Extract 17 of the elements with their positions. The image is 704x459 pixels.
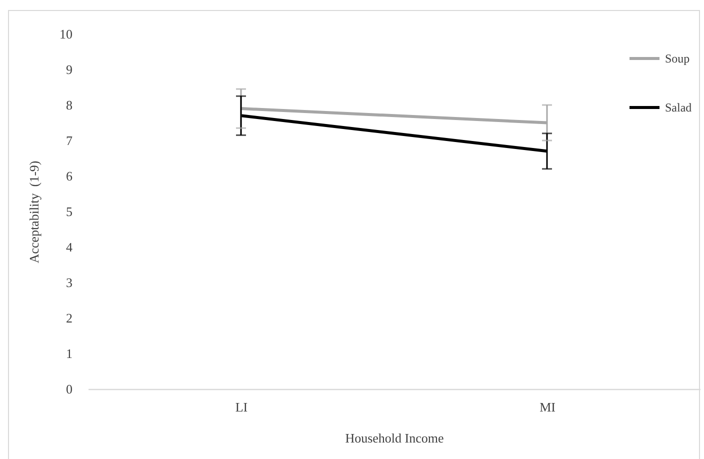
- x-tick-label: LI: [235, 400, 248, 414]
- y-tick-label: 4: [66, 240, 73, 254]
- y-tick-label: 3: [66, 275, 72, 290]
- y-tick-label: 1: [66, 346, 72, 361]
- y-tick-label: 0: [66, 382, 72, 396]
- legend-label: Salad: [665, 100, 692, 114]
- y-tick-label: 10: [60, 26, 72, 42]
- y-tick-label: 9: [66, 62, 72, 77]
- y-tick-label: 5: [66, 204, 72, 219]
- x-axis-title: Household Income: [345, 430, 444, 446]
- y-tick-label: 2: [66, 310, 72, 326]
- y-tick-label: 6: [66, 168, 73, 184]
- y-tick-label: 8: [66, 98, 72, 112]
- y-tick-label: 7: [66, 133, 73, 148]
- x-tick-label: MI: [540, 400, 556, 414]
- legend-label: Soup: [665, 52, 690, 66]
- y-axis-title: Acceptability (1-9): [26, 160, 42, 264]
